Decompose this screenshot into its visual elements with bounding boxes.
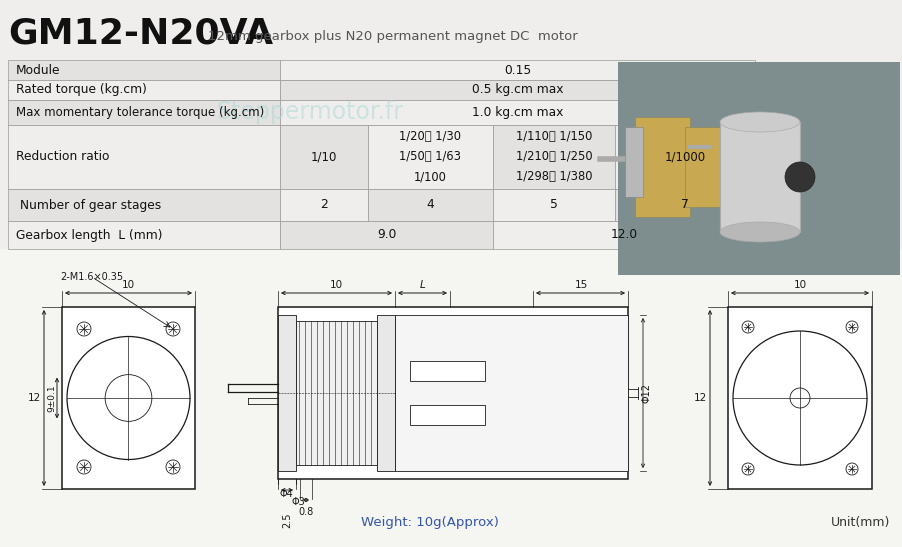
Text: 1/20、 1/30
1/50、 1/63
1/100: 1/20、 1/30 1/50、 1/63 1/100 [399,131,461,183]
Bar [492,221,754,249]
Text: L: L [419,280,425,290]
Bar [8,125,280,189]
Bar [634,117,689,217]
Text: 0.15: 0.15 [503,63,530,77]
Text: GM12-N20VA: GM12-N20VA [8,17,272,51]
Bar [368,125,492,189]
Bar [280,60,754,80]
Bar [8,100,280,125]
Bar [280,100,754,125]
Bar [0,249,902,547]
Text: 2: 2 [320,199,327,212]
Bar [394,315,627,471]
Bar [719,122,799,232]
Text: 4: 4 [426,199,434,212]
Circle shape [105,375,152,421]
Text: Φ4: Φ4 [279,489,292,499]
Text: 15: 15 [574,280,587,290]
Bar [280,221,492,249]
Bar [410,361,484,381]
Text: 1/1000: 1/1000 [664,150,704,164]
Bar [278,315,296,471]
Bar [376,315,394,471]
Bar [368,189,492,221]
Text: Max momentary tolerance torque (kg.cm): Max momentary tolerance torque (kg.cm) [16,106,264,119]
Circle shape [845,321,857,333]
Text: 12: 12 [693,393,706,403]
Bar [8,221,280,249]
Ellipse shape [719,222,799,242]
Bar [492,125,614,189]
Text: Unit(mm): Unit(mm) [830,516,889,529]
Text: Rated torque (kg.cm): Rated torque (kg.cm) [16,84,147,96]
Ellipse shape [784,162,815,192]
Circle shape [166,322,179,336]
Bar [296,321,376,465]
Bar [280,125,368,189]
Text: 1/10: 1/10 [310,150,336,164]
Bar [685,127,724,207]
Text: 10: 10 [329,280,343,290]
Text: Module: Module [16,63,60,77]
Text: Number of gear stages: Number of gear stages [16,199,161,212]
Circle shape [166,460,179,474]
Text: Reduction ratio: Reduction ratio [16,150,109,164]
Text: Steppermotor.fr: Steppermotor.fr [216,100,403,124]
Text: 9±0.1: 9±0.1 [47,384,56,412]
Circle shape [77,460,91,474]
Bar [62,307,195,489]
Bar [8,80,280,100]
Text: 10: 10 [122,280,135,290]
Circle shape [741,463,753,475]
Bar [280,80,754,100]
Text: 1/110、 1/150
1/210、 1/250
1/298、 1/380: 1/110、 1/150 1/210、 1/250 1/298、 1/380 [515,131,592,183]
Text: Motor.fr: Motor.fr [371,377,489,406]
Bar [8,189,280,221]
Text: Φ12: Φ12 [641,383,651,403]
Circle shape [732,331,866,465]
Text: 5: 5 [549,199,557,212]
Bar [492,189,614,221]
Text: 0.8: 0.8 [298,507,313,517]
Circle shape [741,321,753,333]
Bar [614,125,754,189]
Ellipse shape [719,112,799,132]
Bar [617,62,899,275]
Text: 2-M1.6×0.35: 2-M1.6×0.35 [60,272,123,282]
Text: 0.5 kg.cm max: 0.5 kg.cm max [471,84,563,96]
Text: 1.0 kg.cm max: 1.0 kg.cm max [471,106,563,119]
Text: Weight: 10g(Approx): Weight: 10g(Approx) [361,516,499,529]
Circle shape [77,322,91,336]
Bar [410,405,484,425]
Circle shape [789,388,809,408]
Bar [280,189,368,221]
Text: 12: 12 [28,393,41,403]
Text: 7: 7 [680,199,688,212]
Circle shape [845,463,857,475]
Bar [624,127,642,197]
Bar [727,307,871,489]
Bar [614,189,754,221]
Text: 9.0: 9.0 [376,229,396,241]
Circle shape [67,336,189,459]
Text: Φ3: Φ3 [290,497,305,507]
Text: Gearbox length  L (mm): Gearbox length L (mm) [16,229,162,241]
Text: Steppermotor.fr: Steppermotor.fr [291,352,467,372]
Bar [278,307,627,479]
Text: 10: 10 [793,280,805,290]
Text: 12.0: 12.0 [610,229,637,241]
Text: 2.5: 2.5 [281,512,291,527]
Text: 12mm gearbox plus N20 permanent magnet DC  motor: 12mm gearbox plus N20 permanent magnet D… [207,30,577,43]
Bar [8,60,280,80]
